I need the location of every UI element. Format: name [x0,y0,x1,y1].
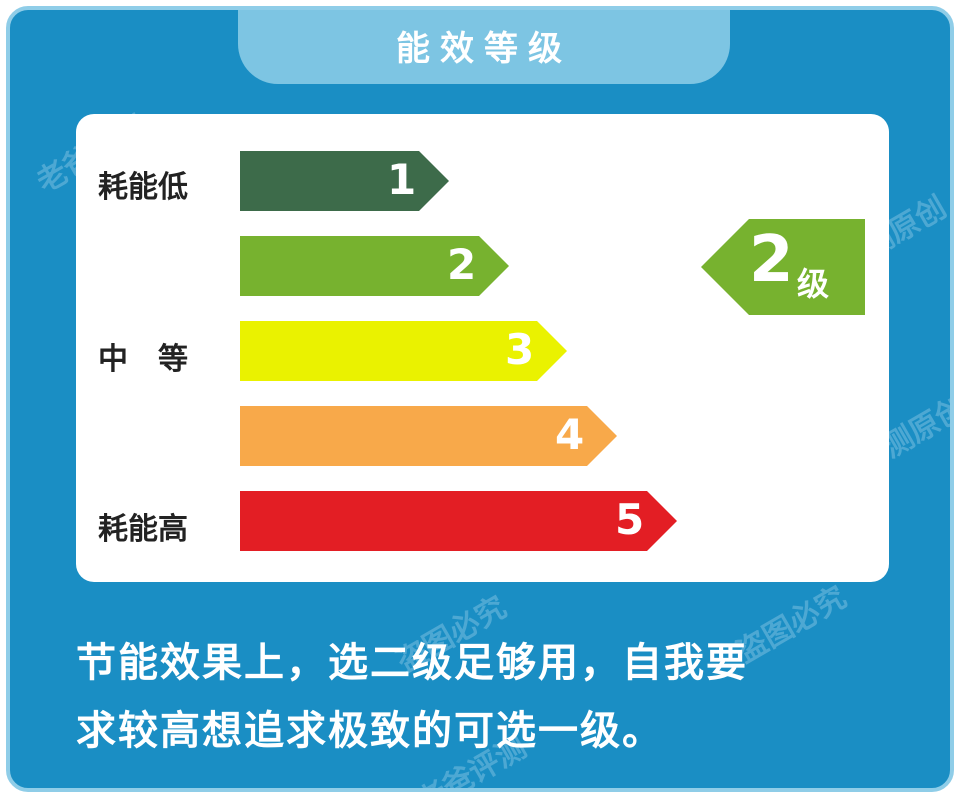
level-number: 1 [387,155,417,204]
level-bar-2: 2 [240,236,509,296]
level-number: 5 [615,495,645,544]
rating-badge: 2 级 [701,219,865,315]
level-bar-4: 4 [240,406,617,466]
level-number: 2 [447,240,477,289]
title-tab: 能效等级 [238,10,730,84]
level-number: 3 [505,325,535,374]
badge-unit: 级 [797,265,830,303]
level-bar-1: 1 [240,151,449,211]
level-bar-3: 3 [240,321,567,381]
infographic-frame: 老爸评测 评测原创 评测原创 盗图必究 盗图必究 老爸评测 能效等级 耗能低 中… [6,6,954,792]
label-low: 耗能低 [98,170,188,205]
caption-line-1: 节能效果上，选二级足够用，自我要 [76,640,748,686]
label-high: 耗能高 [98,512,188,547]
level-number: 4 [555,410,585,459]
label-mid: 中 等 [98,342,188,377]
caption-line-2: 求较高想追求极致的可选一级。 [76,708,664,754]
level-bar-5: 5 [240,491,677,551]
badge-number: 2 [749,223,794,297]
